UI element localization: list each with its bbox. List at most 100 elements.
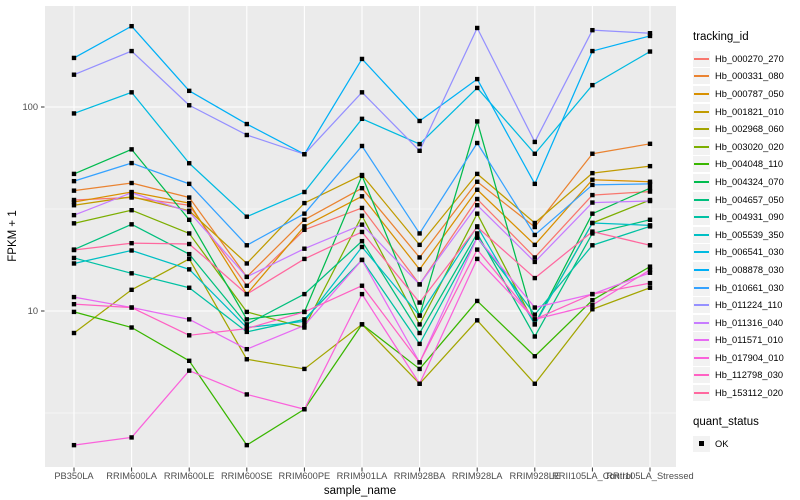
data-point-marker	[475, 235, 480, 240]
data-point-marker	[129, 248, 134, 253]
data-point-marker	[302, 151, 307, 157]
data-point-marker	[187, 103, 192, 108]
data-point-marker	[71, 255, 77, 261]
legend-item-label: Hb_000787_050	[715, 88, 784, 99]
data-point-marker	[590, 177, 595, 182]
data-point-marker	[359, 244, 365, 250]
x-axis-title: sample_name	[323, 485, 397, 497]
data-point-marker	[590, 229, 595, 234]
legend-item-label: Hb_153112_020	[715, 388, 784, 399]
data-point-marker	[187, 267, 192, 272]
data-point-marker	[302, 200, 307, 206]
data-point-marker	[129, 160, 134, 166]
data-point-marker	[532, 275, 537, 281]
data-point-marker	[129, 435, 134, 440]
data-point-marker	[590, 151, 595, 156]
legend-items: Hb_000270_270 Hb_000331_080 Hb_000787_050 H…	[693, 50, 799, 402]
data-point-marker	[475, 140, 480, 146]
legend-key-swatch	[693, 367, 710, 384]
data-point-marker	[187, 251, 192, 257]
legend-title-tracking-id: tracking_id	[693, 31, 749, 43]
data-point-marker	[302, 217, 307, 222]
data-point-marker	[475, 187, 480, 192]
data-point-marker	[71, 199, 77, 205]
data-point-marker	[244, 317, 249, 322]
x-tick-label: RRIM901LA	[336, 471, 388, 481]
legend-item: Hb_003020_020	[693, 138, 799, 156]
legend-key-swatch	[693, 261, 710, 278]
data-point-marker	[187, 195, 192, 200]
x-tick-label: RRII105LA_Stressed	[606, 471, 694, 481]
data-point-marker	[359, 205, 365, 211]
legend-item: Hb_006541_030	[693, 244, 799, 262]
data-point-marker	[417, 330, 422, 336]
data-point-marker	[475, 196, 480, 202]
data-point-marker	[475, 256, 480, 262]
data-point-marker	[532, 224, 537, 230]
data-point-marker	[359, 143, 365, 149]
data-point-marker	[244, 283, 249, 288]
data-point-marker	[475, 76, 480, 82]
data-point-marker	[532, 232, 537, 238]
legend-item-label: Hb_005539_350	[715, 229, 784, 240]
data-point-marker	[590, 211, 595, 216]
legend-item-label: Hb_112798_030	[715, 370, 784, 381]
data-point-marker	[532, 305, 537, 310]
data-point-marker	[71, 247, 77, 253]
data-point-marker	[475, 171, 480, 177]
legend-key-swatch	[693, 103, 710, 120]
legend-item-label: Hb_011224_110	[715, 300, 783, 311]
data-point-marker	[129, 222, 134, 227]
legend-item: Hb_112798_030	[693, 367, 799, 385]
data-point-marker	[71, 203, 77, 208]
legend-item: Hb_002968_060	[693, 120, 799, 138]
data-point-marker	[417, 255, 422, 260]
data-point-marker	[590, 27, 595, 33]
legend-item-label: Hb_004657_050	[715, 194, 784, 205]
data-point-marker	[647, 217, 653, 222]
data-point-marker	[244, 329, 249, 335]
data-point-marker	[475, 298, 480, 304]
legend-key-swatch	[693, 209, 710, 226]
legend-key-swatch	[693, 68, 710, 85]
data-point-marker	[647, 280, 653, 286]
data-point-marker	[302, 246, 307, 251]
plot-panel	[45, 6, 676, 467]
legend-item: Hb_011224_110	[693, 296, 799, 314]
data-point-marker	[244, 309, 249, 315]
legend-item-label: Hb_017904_010	[715, 352, 784, 363]
y-tick-label: 10	[27, 306, 38, 316]
data-point-marker	[532, 181, 537, 187]
legend-item-label: Hb_000331_080	[715, 71, 784, 82]
data-point-marker	[71, 442, 77, 448]
data-point-marker	[244, 322, 249, 327]
data-point-marker	[129, 240, 134, 246]
data-point-marker	[475, 203, 480, 208]
data-point-marker	[302, 407, 307, 412]
data-point-marker	[590, 297, 595, 303]
data-point-marker	[532, 242, 537, 248]
data-point-marker	[532, 381, 537, 386]
data-point-marker	[532, 220, 537, 226]
data-point-marker	[129, 207, 134, 213]
legend-item: Hb_000270_270	[693, 50, 799, 68]
x-tick-label: PB350LA	[54, 471, 94, 481]
data-point-marker	[417, 242, 422, 248]
data-point-marker	[129, 325, 134, 330]
data-point-marker	[417, 231, 422, 236]
legend-title-quant-status: quant_status	[693, 415, 759, 428]
data-point-marker	[244, 274, 249, 280]
legend-item: Hb_000331_080	[693, 68, 799, 86]
legend-key-swatch	[693, 385, 710, 402]
data-point-marker	[244, 291, 249, 297]
data-point-marker	[187, 217, 192, 222]
data-point-marker	[302, 291, 307, 297]
data-point-marker	[475, 231, 480, 236]
data-point-marker	[475, 318, 480, 323]
data-point-marker	[475, 85, 480, 91]
legend-item: Hb_153112_020	[693, 384, 799, 402]
data-point-marker	[417, 282, 422, 287]
data-point-marker	[417, 148, 422, 153]
data-point-marker	[302, 319, 307, 324]
